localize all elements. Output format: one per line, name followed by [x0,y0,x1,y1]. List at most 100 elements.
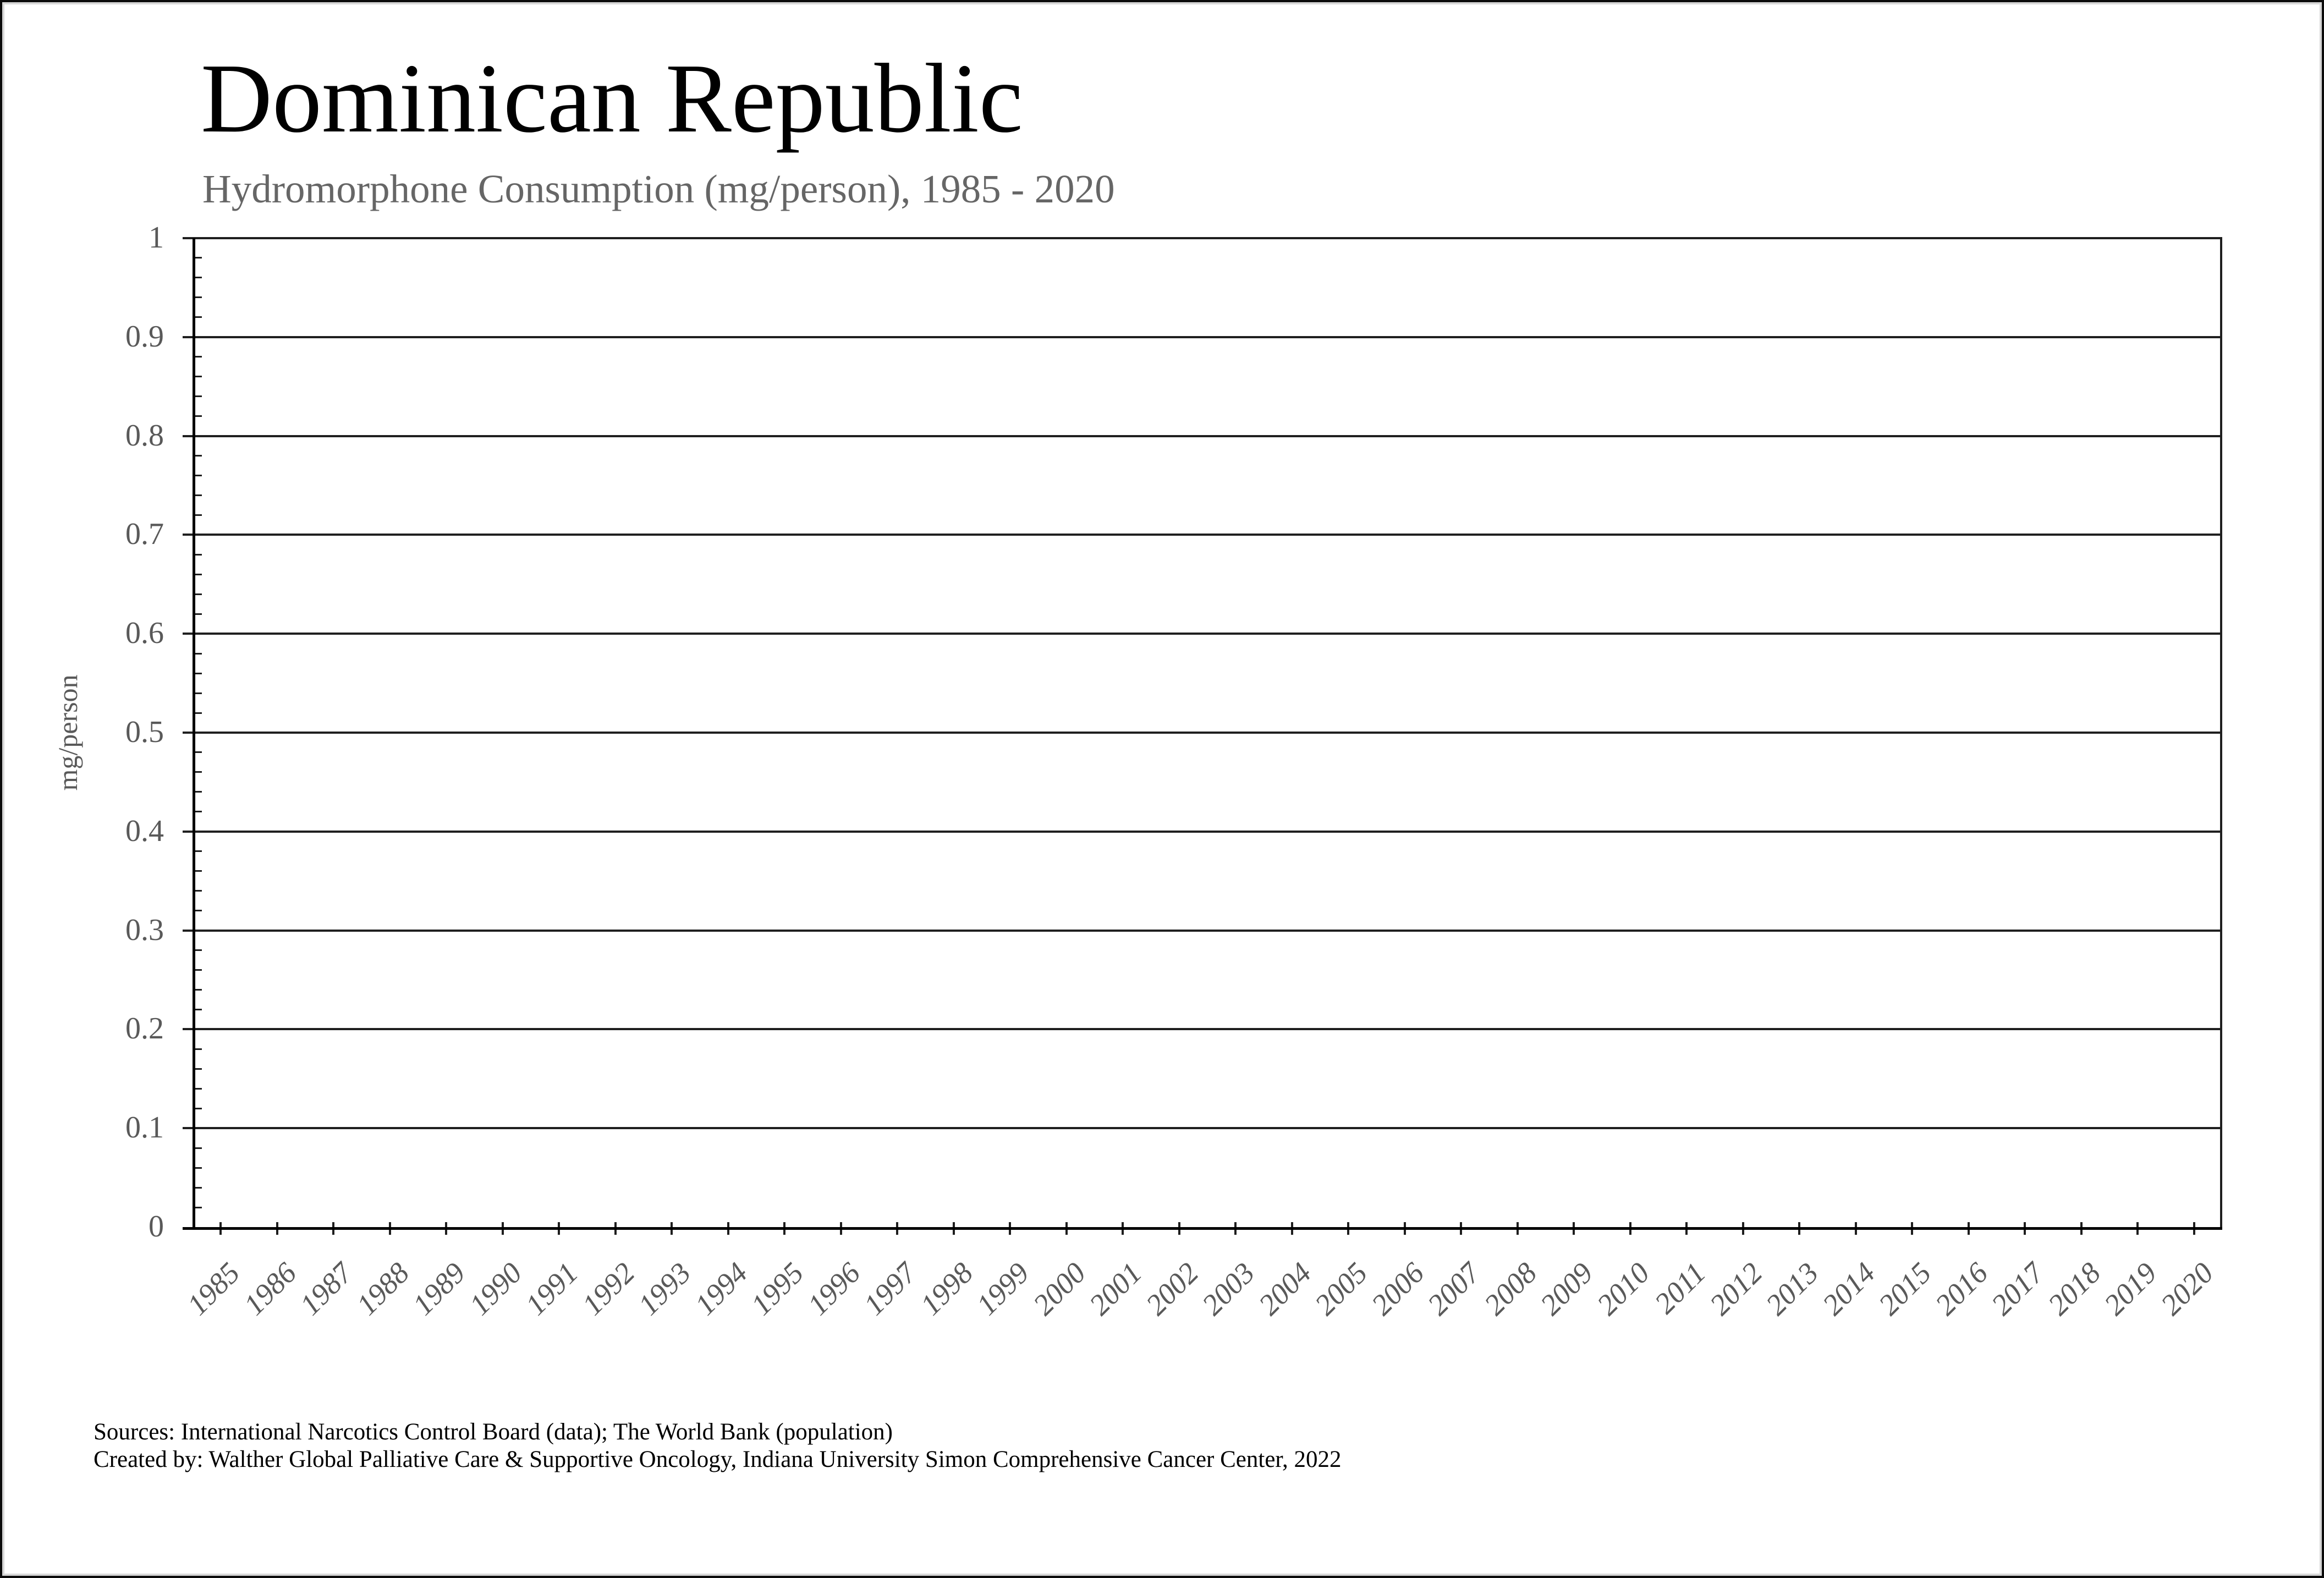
x-axis-label-text: 2015 [1872,1256,1938,1322]
gridline [183,929,2222,932]
y-minor-tick [193,277,202,279]
y-minor-tick [193,316,202,318]
x-axis-label-text: 2008 [1477,1256,1543,1322]
x-axis-label-text: 2005 [1308,1256,1374,1322]
y-minor-tick [193,455,202,457]
x-axis-label-text: 2000 [1026,1256,1092,1322]
y-minor-tick [193,573,202,575]
y-minor-tick [193,376,202,378]
gridline [183,830,2222,833]
x-axis-label-text: 2017 [1985,1256,2051,1322]
x-axis-label-text: 2001 [1083,1256,1149,1322]
x-axis-label-text: 2014 [1816,1256,1882,1322]
gridline [183,732,2222,734]
gridline [183,435,2222,437]
x-axis-label-text: 2018 [2041,1256,2107,1322]
gridline [183,1127,2222,1130]
y-axis-label: 0.5 [125,715,164,749]
y-axis-label: 0.6 [125,616,164,651]
y-axis-label: 0.3 [125,912,164,947]
y-minor-tick [193,1087,202,1090]
y-minor-tick [193,514,202,516]
x-axis-label-text: 2019 [2097,1256,2163,1322]
x-axis-label-text: 2006 [1365,1256,1431,1322]
y-minor-tick [193,1008,202,1010]
x-axis-label-text: 2012 [1703,1256,1769,1322]
y-minor-tick [193,1107,202,1109]
y-minor-tick [193,910,202,912]
y-minor-tick [193,553,202,556]
y-minor-tick [193,593,202,595]
x-axis-label-text: 1998 [914,1256,980,1322]
x-axis-label-text: 2010 [1590,1256,1656,1322]
y-minor-tick [193,771,202,773]
x-axis-label-text: 1994 [688,1256,754,1322]
y-axis-label: 0.9 [125,319,164,354]
y-axis-label: 1 [149,221,164,255]
y-minor-tick [193,395,202,398]
y-minor-tick [193,257,202,259]
x-axis-label-text: 1992 [575,1256,641,1322]
y-minor-tick [193,415,202,417]
y-minor-tick [193,296,202,299]
gridline [183,534,2222,536]
x-axis-label-text: 2004 [1252,1256,1318,1322]
y-minor-tick [193,494,202,496]
x-axis-line [183,1227,2222,1230]
y-minor-tick [193,890,202,892]
y-minor-tick [193,850,202,853]
y-minor-tick [193,791,202,793]
y-axis-label: 0.2 [125,1011,164,1046]
y-minor-tick [193,870,202,872]
x-axis-label-text: 1988 [350,1256,416,1322]
y-minor-tick [193,1206,202,1208]
x-axis-label-text: 1996 [801,1256,867,1322]
y-axis-label: 0.7 [125,517,164,552]
plot-right-border [2220,238,2222,1229]
y-minor-tick [193,988,202,991]
y-minor-tick [193,1167,202,1169]
y-minor-tick [193,613,202,615]
y-minor-tick [193,475,202,477]
x-axis-label-text: 2002 [1139,1256,1205,1322]
y-minor-tick [193,811,202,813]
x-axis-label-text: 1990 [463,1256,529,1322]
x-axis-label-text: 1997 [857,1256,923,1322]
x-axis-label-text: 2013 [1759,1256,1825,1322]
x-axis-label-text: 1991 [519,1256,585,1322]
gridline [183,633,2222,635]
y-minor-tick [193,652,202,655]
y-axis-label: 0.1 [125,1110,164,1145]
y-minor-tick [193,1068,202,1070]
y-minor-tick [193,356,202,358]
y-minor-tick [193,751,202,754]
gridline [183,336,2222,338]
x-axis-label-text: 2011 [1648,1256,1712,1320]
x-axis-label-text: 2016 [1929,1256,1995,1322]
x-axis-label-text: 1985 [180,1256,246,1322]
y-axis-label: 0 [149,1209,164,1244]
sources-line: Sources: International Narcotics Control… [94,1419,893,1445]
y-axis-label: 0.8 [125,418,164,453]
y-minor-tick [193,712,202,714]
y-axis-label: 0.4 [125,813,164,848]
gridline [183,237,2222,239]
x-axis-label-text: 1999 [970,1256,1036,1322]
chart-title: Dominican Republic [201,43,1023,153]
x-axis-label-text: 2007 [1421,1256,1487,1322]
y-minor-tick [193,969,202,971]
x-axis-label-text: 1995 [744,1256,810,1322]
y-minor-tick [193,949,202,952]
x-axis-label-text: 1989 [406,1256,472,1322]
y-axis-line [193,238,195,1230]
x-axis-label-text: 2009 [1534,1256,1600,1322]
x-axis-label-text: 1993 [631,1256,697,1322]
y-minor-tick [193,692,202,694]
chart-subtitle: Hydromorphone Consumption (mg/person), 1… [202,167,1115,211]
y-minor-tick [193,1147,202,1149]
created-by-line: Created by: Walther Global Palliative Ca… [94,1447,1342,1472]
source-note: Sources: International Narcotics Control… [94,1418,1342,1473]
gridline [183,1028,2222,1031]
